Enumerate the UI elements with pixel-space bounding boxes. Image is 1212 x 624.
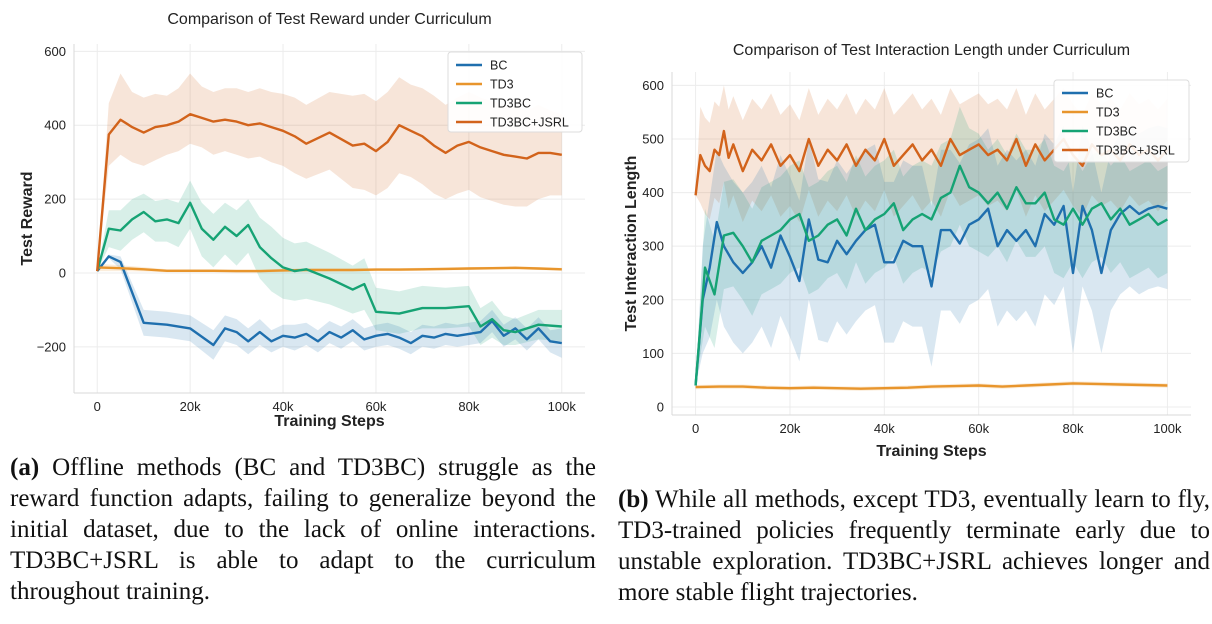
x-tick-label: 100k: [548, 399, 577, 414]
y-axis-label: Test Interaction Length: [623, 156, 640, 332]
legend: BC TD3 TD3BC TD3BC+JSRL: [1053, 79, 1190, 163]
caption-a-label: (a): [10, 454, 40, 481]
legend-label-bc: BC: [1096, 87, 1113, 101]
x-tick-label: 20k: [779, 421, 800, 436]
legend-box: [447, 51, 583, 133]
y-tick-label: 300: [642, 239, 664, 254]
x-tick-label: 60k: [968, 421, 989, 436]
y-tick-label: 0: [59, 265, 66, 280]
y-tick-label: 200: [642, 292, 664, 307]
y-tick-label: 600: [642, 78, 664, 93]
y-tick-label: 200: [44, 192, 66, 207]
band-td3bc: [695, 106, 1168, 386]
series-line-td3bc: [694, 164, 1168, 386]
y-tick-label: 400: [44, 118, 66, 133]
caption-b-label: (b): [618, 486, 649, 513]
series-line-td3: [695, 382, 1168, 390]
x-tick-label: 0: [94, 399, 101, 414]
series-line-td3bc-jsrl: [694, 129, 1169, 196]
chart-test-reward: 0 20k 40k 60k 80k 100k −200 0 200 400 600 Compariso…: [19, 11, 585, 430]
y-tick-label: 400: [642, 185, 664, 200]
x-tick-label: 80k: [1063, 421, 1084, 436]
x-axis-label: Training Steps: [274, 413, 384, 430]
legend-label-td3: TD3: [490, 78, 514, 92]
legend: BC TD3 TD3BC TD3BC+JSRL: [447, 51, 583, 133]
legend-label-bc: BC: [490, 59, 507, 73]
legend-label-td3bc-jsrl: TD3BC+JSRL: [1096, 144, 1175, 158]
legend-label-td3bc-jsrl: TD3BC+JSRL: [490, 116, 569, 130]
chart-test-interaction-length: 0 20k 40k 60k 80k 100k 0 100 200 300 400 500 600 Comp…: [623, 42, 1191, 460]
series-line-td3bc-jsrl: [96, 112, 562, 272]
legend-label-td3: TD3: [1096, 106, 1120, 120]
legend-box: [1053, 79, 1190, 163]
chart-title: Comparison of Test Reward under Curricul…: [167, 11, 491, 28]
x-tick-label: 20k: [180, 399, 201, 414]
x-axis-label: Training Steps: [876, 443, 986, 460]
x-tick-label: 40k: [273, 399, 294, 414]
x-tick-label: 40k: [874, 421, 895, 436]
y-tick-label: 0: [657, 399, 664, 414]
legend-label-td3bc: TD3BC: [490, 97, 531, 111]
y-tick-label: 500: [642, 131, 664, 146]
y-tick-label: 600: [44, 44, 66, 59]
caption-a: (a) Offline methods (BC and TD3BC) strug…: [10, 452, 596, 607]
band-td3bc: [97, 180, 562, 345]
y-axis-label: Test Reward: [19, 172, 36, 266]
x-tick-label: 100k: [1153, 421, 1182, 436]
series-line-td3: [97, 266, 562, 273]
x-tick-label: 0: [692, 421, 699, 436]
legend-label-td3bc: TD3BC: [1096, 125, 1137, 139]
band-bc: [695, 125, 1168, 386]
band-td3bc-jsrl: [695, 85, 1168, 223]
y-tick-label: −200: [37, 339, 66, 354]
x-tick-label: 60k: [365, 399, 386, 414]
series-line-td3bc: [96, 201, 562, 334]
chart-title: Comparison of Test Interaction Length un…: [733, 42, 1130, 59]
x-tick-label: 80k: [458, 399, 479, 414]
caption-b-text: While all methods, except TD3, eventuall…: [618, 486, 1210, 606]
caption-b: (b) While all methods, except TD3, event…: [618, 484, 1210, 608]
band-td3bc-jsrl: [97, 73, 562, 272]
y-tick-label: 100: [642, 346, 664, 361]
caption-a-text: Offline methods (BC and TD3BC) struggle …: [10, 454, 596, 605]
series-line-bc: [96, 255, 562, 347]
